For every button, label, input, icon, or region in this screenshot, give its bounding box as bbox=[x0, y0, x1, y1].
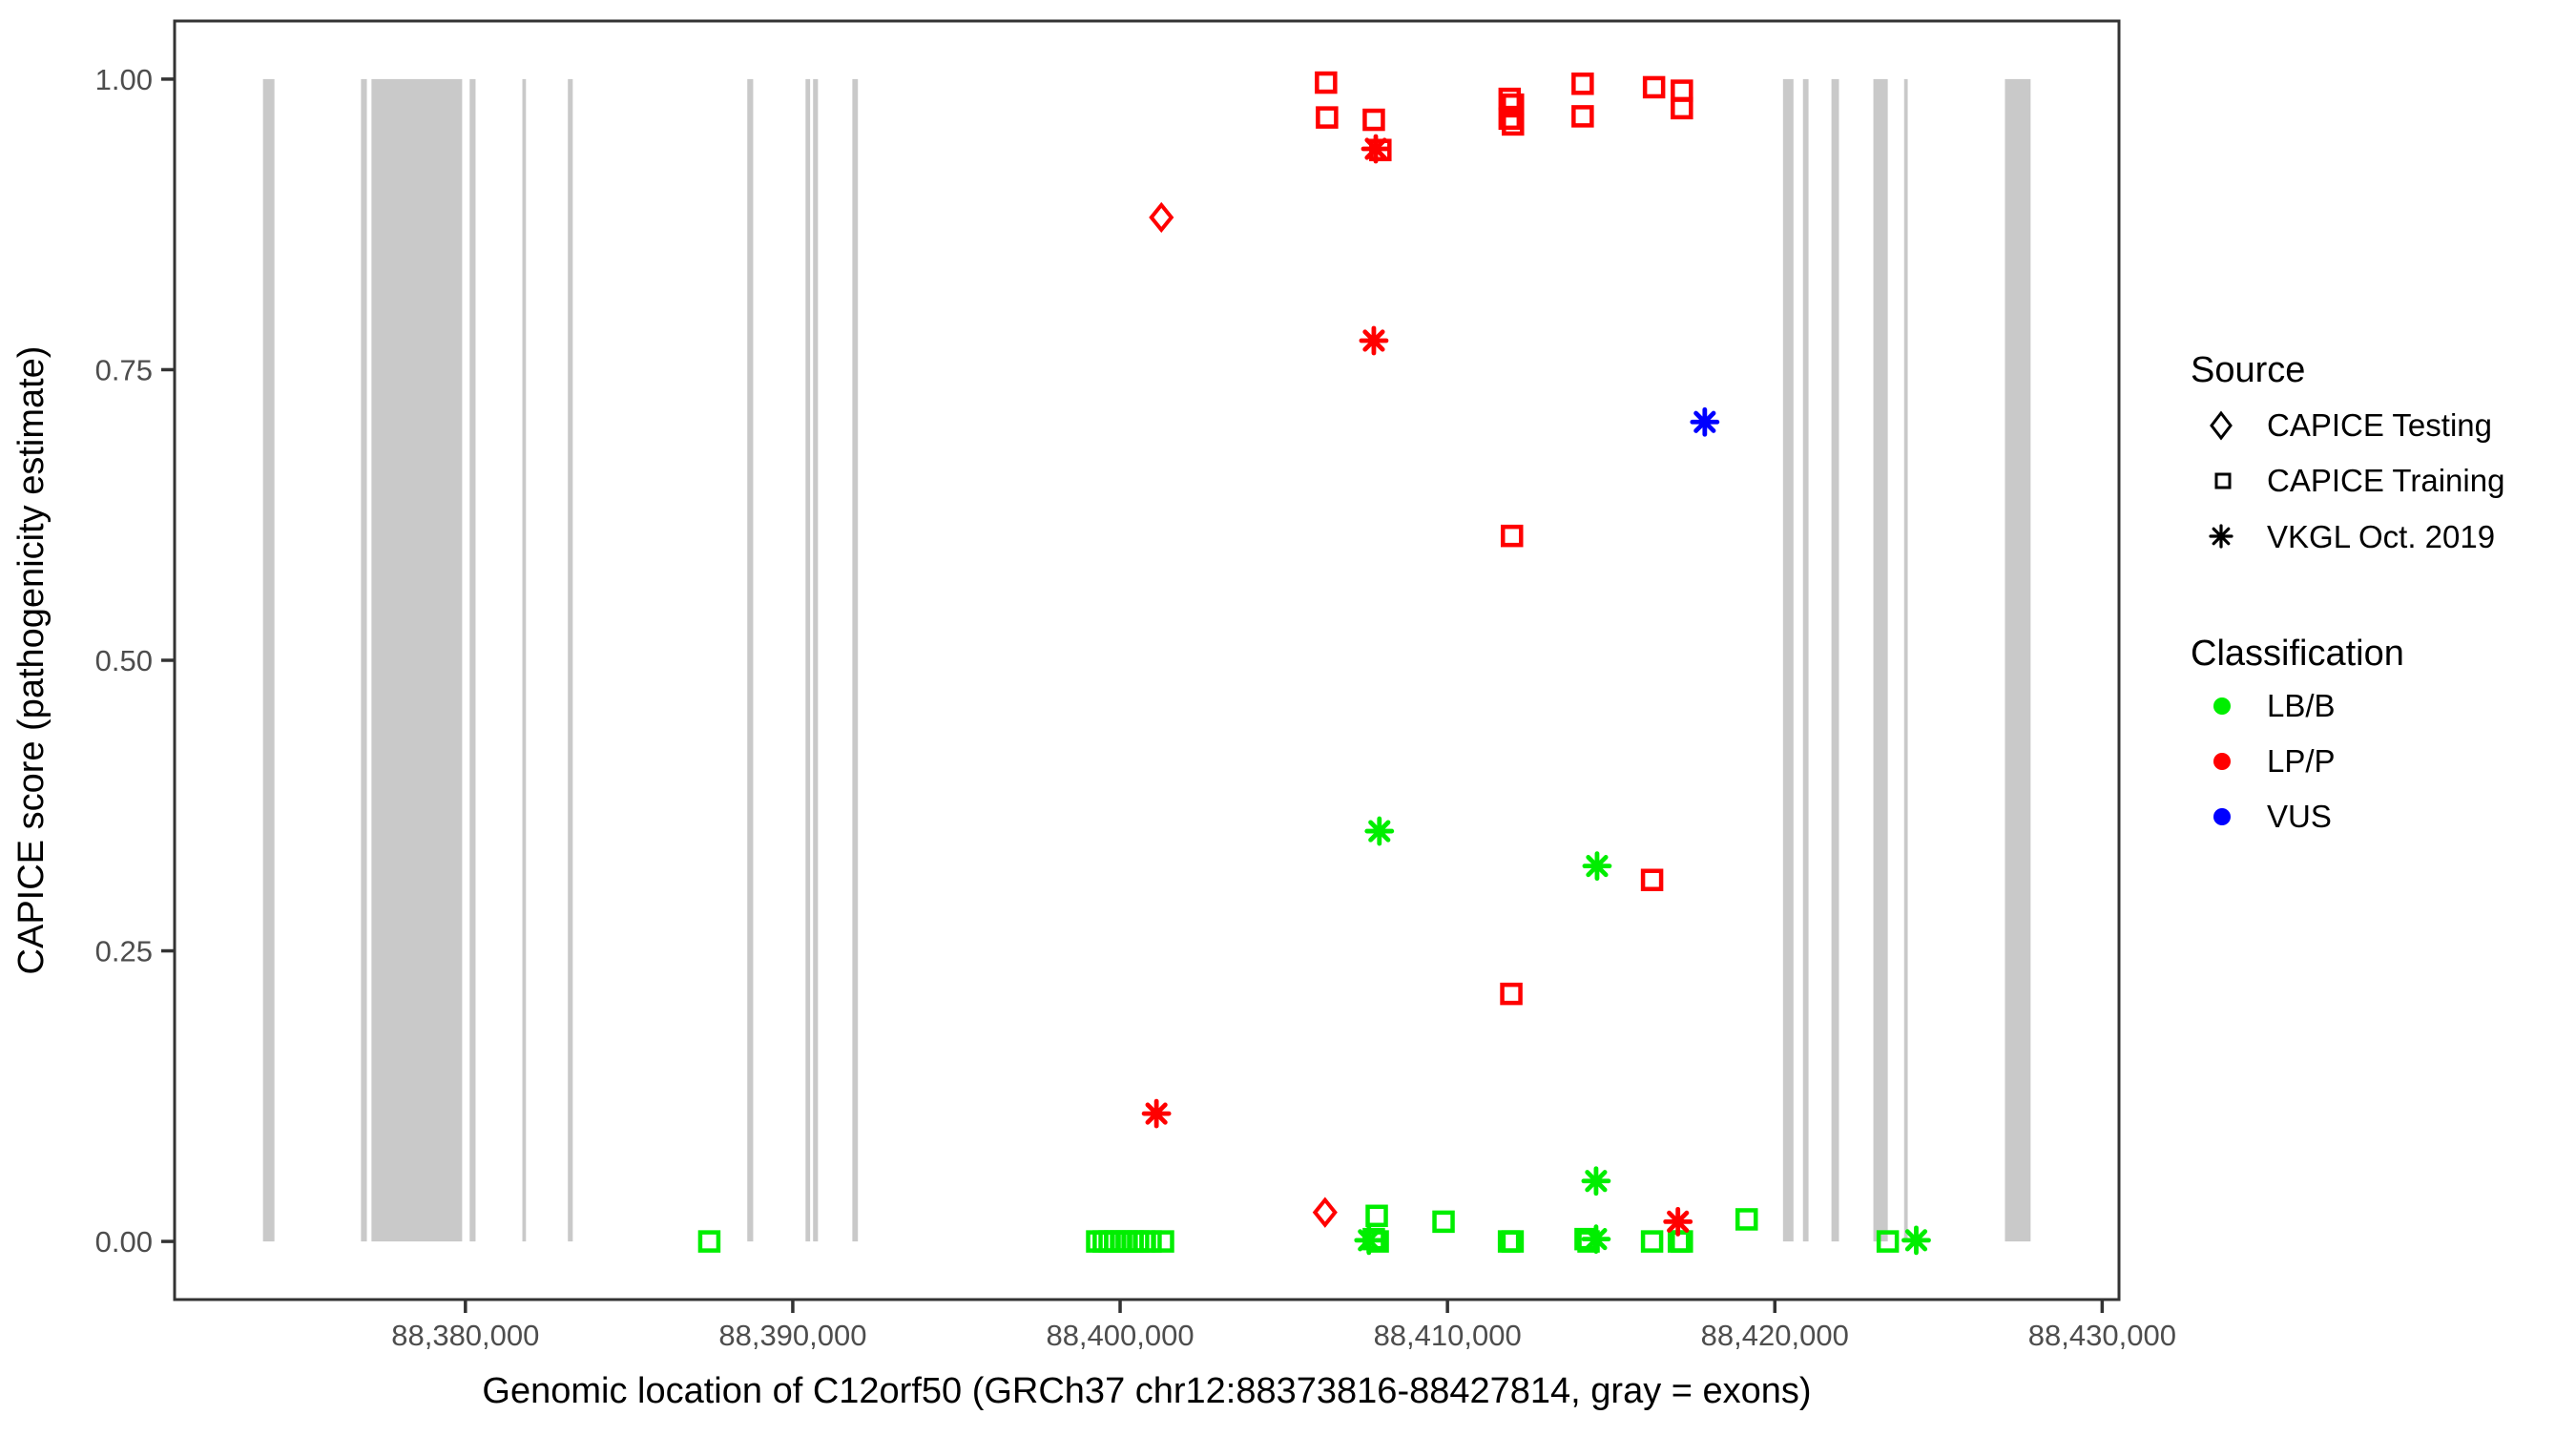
data-point-square bbox=[1365, 1204, 1388, 1228]
x-tick-label: 88,430,000 bbox=[2028, 1319, 2176, 1352]
diamond-icon bbox=[2210, 410, 2233, 441]
legend-classification-title: Classification bbox=[2191, 634, 2404, 674]
data-point-square bbox=[1642, 75, 1666, 99]
point-layer bbox=[697, 71, 1931, 1256]
legend-source-title: Source bbox=[2191, 350, 2305, 390]
data-point-square bbox=[1502, 113, 1525, 136]
data-point-square bbox=[1152, 1230, 1174, 1253]
data-point-square bbox=[697, 1230, 721, 1253]
exon-bar bbox=[852, 78, 859, 1242]
exon-bar bbox=[1831, 78, 1839, 1242]
data-point-square bbox=[1362, 108, 1385, 132]
data-point-asterisk bbox=[1663, 1206, 1693, 1237]
data-point-square bbox=[1671, 96, 1693, 120]
data-point-square bbox=[1640, 1230, 1664, 1253]
exon-bar bbox=[568, 78, 573, 1242]
y-tick-label: 1.00 bbox=[95, 63, 153, 96]
x-axis: 88,380,000 88,390,000 88,400,000 88,410,000… bbox=[391, 1300, 2176, 1352]
data-point-asterisk bbox=[1581, 1166, 1611, 1197]
data-point-asterisk bbox=[1141, 1098, 1172, 1129]
legend-item-vkgl: VKGL Oct. 2019 bbox=[2267, 519, 2495, 554]
x-tick-label: 88,380,000 bbox=[391, 1319, 539, 1352]
exon-bar bbox=[469, 78, 476, 1242]
data-point-square bbox=[1571, 73, 1594, 95]
legend-item-vus: VUS bbox=[2267, 799, 2332, 834]
lpp-dot-icon bbox=[2213, 753, 2231, 770]
asterisk-icon bbox=[2209, 524, 2233, 549]
exon-bar bbox=[2005, 78, 2031, 1242]
square-icon bbox=[2214, 472, 2232, 489]
exon-bar bbox=[813, 78, 819, 1242]
legend-item-lpp: LP/P bbox=[2267, 743, 2336, 779]
legend-item-lbb: LB/B bbox=[2267, 688, 2336, 723]
y-tick-label: 0.00 bbox=[95, 1225, 153, 1259]
data-point-square bbox=[1500, 982, 1523, 1006]
x-tick-label: 88,420,000 bbox=[1701, 1319, 1849, 1352]
exon-bar bbox=[371, 78, 463, 1242]
plot-panel bbox=[175, 21, 2119, 1300]
data-point-square bbox=[1139, 1230, 1162, 1253]
exon-bar bbox=[1873, 78, 1888, 1242]
y-axis: 0.00 0.25 0.50 0.75 1.00 bbox=[95, 63, 175, 1259]
exon-bar bbox=[522, 78, 527, 1242]
y-axis-title: CAPICE score (pathogenicity estimate) bbox=[11, 346, 52, 975]
data-point-square bbox=[1735, 1208, 1758, 1231]
legend-item-capice-training: CAPICE Training bbox=[2267, 463, 2504, 498]
exon-bar bbox=[1782, 78, 1794, 1242]
data-point-square bbox=[1671, 1230, 1693, 1253]
x-tick-label: 88,410,000 bbox=[1374, 1319, 1522, 1352]
data-point-square bbox=[1432, 1210, 1455, 1234]
data-point-asterisk bbox=[1364, 816, 1395, 846]
data-point-square bbox=[1498, 107, 1522, 131]
data-point-diamond bbox=[1149, 201, 1174, 234]
data-point-square bbox=[1501, 1230, 1525, 1253]
legend-item-capice-testing: CAPICE Testing bbox=[2267, 407, 2492, 443]
data-point-square bbox=[1316, 106, 1339, 129]
y-tick-label: 0.50 bbox=[95, 644, 153, 677]
data-point-asterisk bbox=[1354, 1225, 1384, 1256]
exon-bar bbox=[361, 78, 367, 1242]
lbb-dot-icon bbox=[2213, 697, 2231, 715]
exon-bar bbox=[805, 78, 811, 1242]
vus-dot-icon bbox=[2213, 808, 2231, 825]
data-point-square bbox=[1500, 524, 1524, 548]
data-point-asterisk bbox=[1582, 851, 1612, 882]
y-tick-label: 0.75 bbox=[95, 353, 153, 386]
data-point-square bbox=[1876, 1230, 1900, 1253]
data-point-asterisk bbox=[1690, 406, 1720, 437]
data-point-square bbox=[1571, 105, 1594, 128]
data-point-asterisk bbox=[1581, 1224, 1611, 1255]
exon-bar bbox=[1903, 78, 1908, 1242]
y-tick-label: 0.25 bbox=[95, 935, 153, 968]
data-point-square bbox=[1315, 71, 1338, 94]
data-point-asterisk bbox=[1901, 1225, 1931, 1256]
data-point-asterisk bbox=[1359, 325, 1389, 356]
x-tick-label: 88,400,000 bbox=[1046, 1319, 1194, 1352]
data-point-square bbox=[1640, 868, 1664, 891]
x-axis-title: Genomic location of C12orf50 (GRCh37 chr… bbox=[482, 1371, 1811, 1411]
data-point-asterisk bbox=[1361, 134, 1391, 164]
data-point-diamond bbox=[1312, 1197, 1338, 1228]
exon-bar bbox=[747, 78, 754, 1242]
x-tick-label: 88,390,000 bbox=[718, 1319, 866, 1352]
exon-bar bbox=[262, 78, 275, 1242]
exon-bar bbox=[1802, 78, 1809, 1242]
legend: Source CAPICE Testing CAPICE Training VK… bbox=[2191, 350, 2504, 834]
exon-layer bbox=[262, 78, 2031, 1242]
